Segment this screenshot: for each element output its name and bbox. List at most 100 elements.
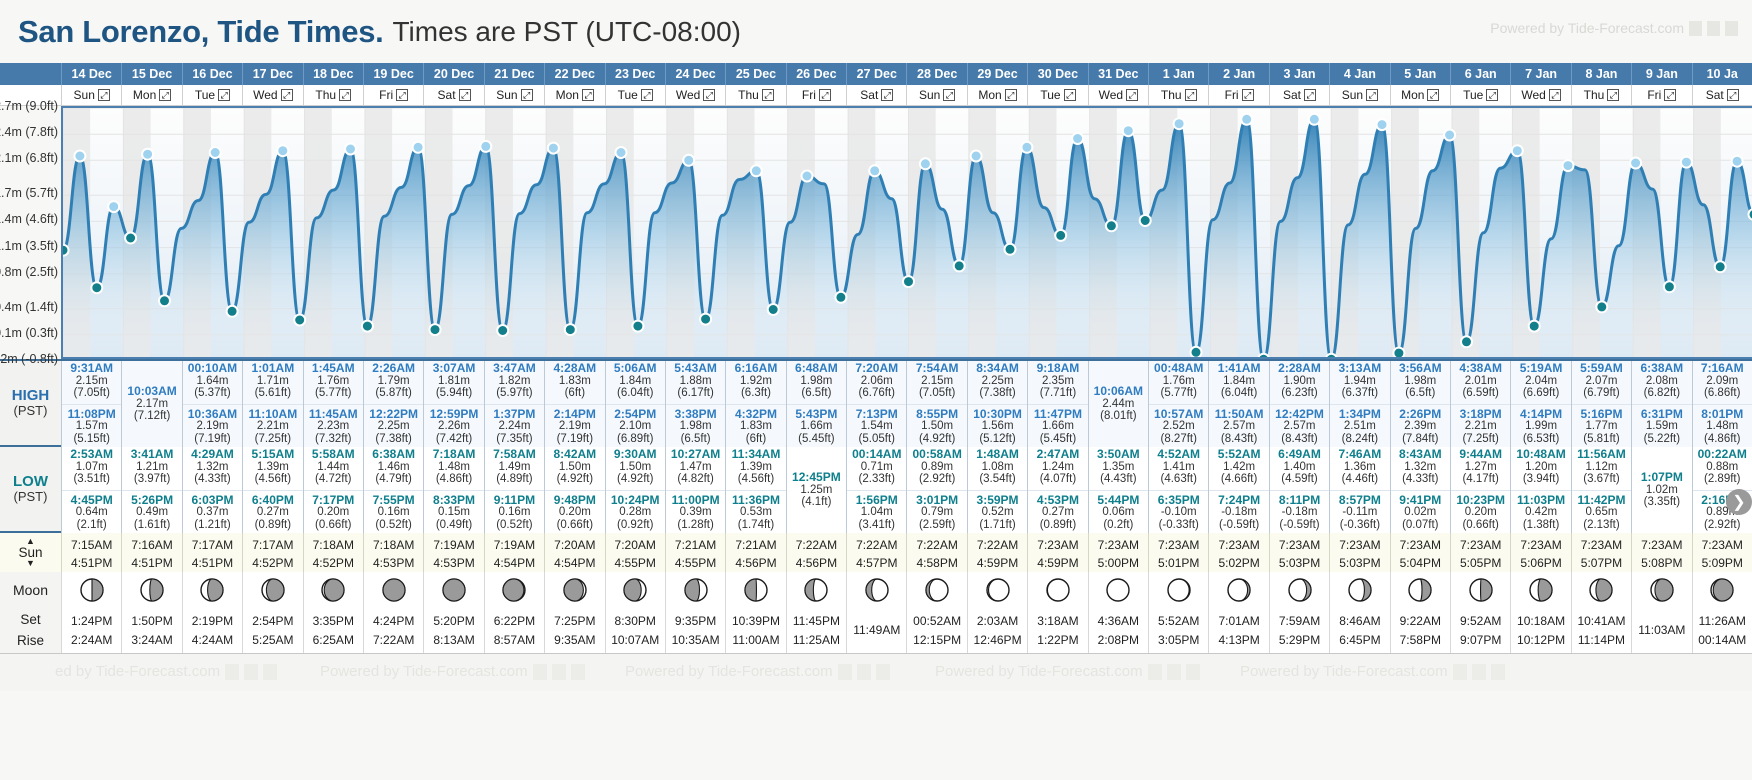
date-header-6[interactable]: 20 Dec — [423, 63, 483, 85]
date-header-7[interactable]: 21 Dec — [483, 63, 544, 85]
expand-icon[interactable]: ⤢ — [943, 89, 956, 101]
high-tide-point[interactable] — [344, 142, 357, 156]
high-tide-point[interactable] — [614, 146, 628, 159]
weekday-header-2[interactable]: Tue ⤢ — [181, 85, 243, 106]
low-tide-point[interactable] — [496, 324, 510, 337]
high-tide-point[interactable] — [1375, 118, 1389, 132]
weekday-header-27[interactable]: Sat ⤢ — [1691, 85, 1752, 106]
high-tide-point[interactable] — [868, 164, 882, 178]
high-tide-point[interactable] — [969, 149, 983, 163]
low-tide-point[interactable] — [1257, 352, 1270, 359]
weekday-header-1[interactable]: Mon ⤢ — [121, 85, 182, 106]
expand-icon[interactable]: ⤢ — [818, 89, 831, 101]
date-header-17[interactable]: 31 Dec — [1087, 63, 1148, 85]
date-header-19[interactable]: 2 Jan — [1208, 63, 1268, 85]
expand-icon[interactable]: ⤢ — [1726, 89, 1739, 101]
date-header-24[interactable]: 7 Jan — [1510, 63, 1570, 85]
expand-icon[interactable]: ⤢ — [1184, 89, 1197, 101]
low-tide-point[interactable] — [952, 259, 966, 273]
high-tide-point[interactable] — [1679, 155, 1693, 169]
date-header-15[interactable]: 29 Dec — [966, 63, 1027, 85]
weekday-header-19[interactable]: Fri ⤢ — [1208, 85, 1269, 106]
date-header-5[interactable]: 19 Dec — [362, 63, 423, 85]
date-header-18[interactable]: 1 Jan — [1148, 63, 1208, 85]
high-tide-point[interactable] — [546, 141, 560, 155]
expand-icon[interactable]: ⤢ — [1486, 89, 1499, 101]
weekday-header-10[interactable]: Wed ⤢ — [664, 85, 726, 106]
low-tide-point[interactable] — [124, 231, 138, 245]
chart-plot-area[interactable] — [61, 106, 1752, 359]
expand-icon[interactable]: ⤢ — [1427, 89, 1440, 101]
weekday-header-21[interactable]: Sun ⤢ — [1329, 85, 1390, 106]
expand-icon[interactable]: ⤢ — [703, 89, 716, 101]
low-tide-point[interactable] — [428, 323, 442, 337]
weekday-header-20[interactable]: Sat ⤢ — [1268, 85, 1330, 106]
expand-icon[interactable]: ⤢ — [1366, 89, 1379, 101]
weekday-header-17[interactable]: Wed ⤢ — [1087, 85, 1149, 106]
date-header-3[interactable]: 17 Dec — [242, 63, 302, 85]
weekday-header-12[interactable]: Fri ⤢ — [785, 85, 847, 106]
expand-icon[interactable]: ⤢ — [1004, 89, 1017, 101]
high-tide-point[interactable] — [141, 147, 155, 161]
high-tide-point[interactable] — [479, 139, 493, 153]
high-tide-point[interactable] — [1561, 159, 1575, 173]
weekday-header-7[interactable]: Sun ⤢ — [483, 85, 545, 106]
low-tide-point[interactable] — [90, 281, 104, 295]
low-tide-point[interactable] — [1325, 352, 1338, 359]
low-tide-point[interactable] — [563, 323, 577, 337]
high-tide-point[interactable] — [749, 164, 763, 178]
weekday-header-13[interactable]: Sat ⤢ — [846, 85, 907, 106]
date-header-22[interactable]: 5 Jan — [1389, 63, 1450, 85]
date-header-11[interactable]: 25 Dec — [725, 63, 785, 85]
expand-icon[interactable]: ⤢ — [339, 89, 352, 101]
low-tide-point[interactable] — [1054, 228, 1068, 242]
expand-icon[interactable]: ⤢ — [159, 89, 172, 101]
high-tide-point[interactable] — [682, 153, 696, 167]
low-tide-point[interactable] — [631, 319, 645, 333]
low-tide-point[interactable] — [1527, 319, 1541, 333]
date-header-4[interactable]: 18 Dec — [302, 63, 363, 85]
date-header-12[interactable]: 26 Dec — [785, 63, 846, 85]
expand-icon[interactable]: ⤢ — [1548, 89, 1561, 101]
expand-icon[interactable]: ⤢ — [881, 89, 894, 101]
date-header-0[interactable]: 14 Dec — [61, 63, 121, 85]
high-tide-point[interactable] — [1307, 112, 1321, 126]
weekday-header-11[interactable]: Thu ⤢ — [725, 85, 786, 106]
expand-icon[interactable]: ⤢ — [640, 89, 653, 101]
low-tide-point[interactable] — [1138, 214, 1152, 227]
expand-icon[interactable]: ⤢ — [218, 89, 231, 101]
weekday-header-25[interactable]: Thu ⤢ — [1570, 85, 1632, 106]
high-tide-point[interactable] — [1629, 156, 1643, 170]
expand-icon[interactable]: ⤢ — [396, 89, 409, 101]
low-tide-point[interactable] — [1662, 280, 1676, 294]
weekday-header-6[interactable]: Sat ⤢ — [423, 85, 484, 106]
expand-icon[interactable]: ⤢ — [97, 89, 110, 101]
weekday-header-15[interactable]: Mon ⤢ — [966, 85, 1028, 106]
date-header-10[interactable]: 24 Dec — [664, 63, 725, 85]
high-tide-point[interactable] — [1443, 128, 1457, 142]
high-tide-point[interactable] — [800, 169, 814, 183]
weekday-header-18[interactable]: Thu ⤢ — [1148, 85, 1209, 106]
low-tide-point[interactable] — [1595, 300, 1609, 314]
low-tide-point[interactable] — [1189, 345, 1203, 358]
date-header-13[interactable]: 27 Dec — [846, 63, 906, 85]
high-tide-point[interactable] — [1730, 154, 1744, 168]
weekday-header-14[interactable]: Sun ⤢ — [906, 85, 967, 106]
weekday-header-26[interactable]: Fri ⤢ — [1631, 85, 1692, 106]
weekday-header-3[interactable]: Wed ⤢ — [242, 85, 303, 106]
date-header-20[interactable]: 3 Jan — [1268, 63, 1329, 85]
low-tide-point[interactable] — [766, 303, 780, 316]
date-header-23[interactable]: 6 Jan — [1449, 63, 1510, 85]
low-tide-point[interactable] — [1713, 260, 1727, 274]
high-tide-point[interactable] — [918, 157, 932, 171]
weekday-header-0[interactable]: Sun ⤢ — [61, 85, 122, 106]
scroll-right-button[interactable]: ❯ — [1726, 489, 1752, 515]
low-tide-point[interactable] — [834, 290, 848, 304]
date-header-14[interactable]: 28 Dec — [906, 63, 966, 85]
date-header-21[interactable]: 4 Jan — [1329, 63, 1389, 85]
low-tide-point[interactable] — [1747, 208, 1752, 221]
low-tide-point[interactable] — [902, 275, 915, 289]
high-tide-point[interactable] — [1172, 117, 1186, 131]
low-tide-point[interactable] — [293, 313, 307, 327]
date-header-9[interactable]: 23 Dec — [604, 63, 665, 85]
